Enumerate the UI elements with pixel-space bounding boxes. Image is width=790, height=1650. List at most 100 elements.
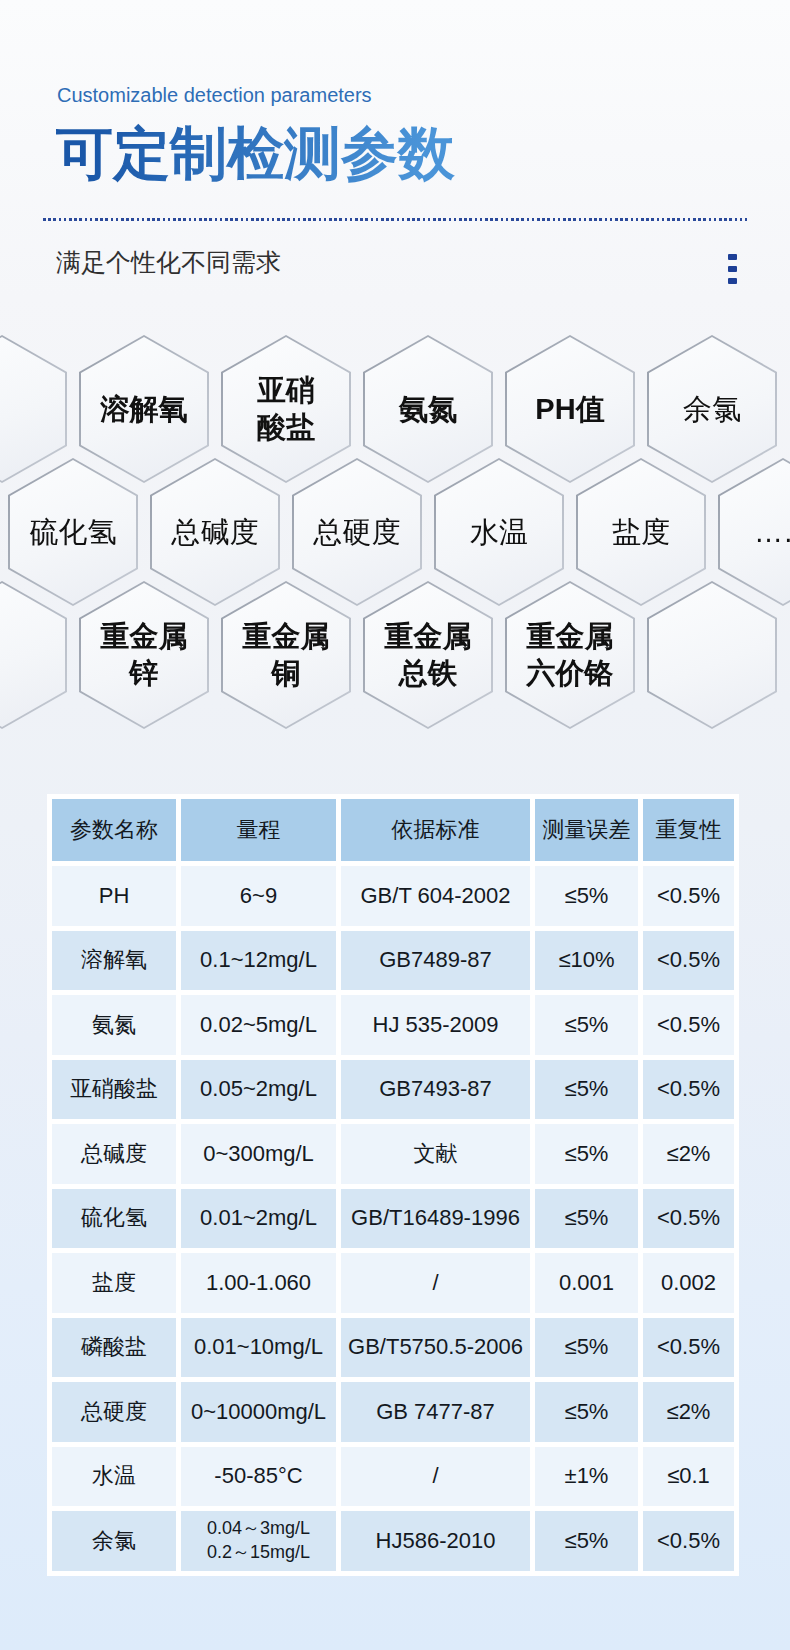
- table-row: 氨氮0.02~5mg/LHJ 535-2009≤5%<0.5%: [52, 995, 734, 1055]
- table-cell: 硫化氢: [52, 1189, 176, 1249]
- table-cell: 1.00-1.060: [181, 1253, 336, 1313]
- table-row: 余氯0.04～3mg/L 0.2～15mg/LHJ586-2010≤5%<0.5…: [52, 1511, 734, 1571]
- hexagon-face: [0, 583, 65, 727]
- table-cell: ≤5%: [535, 1382, 638, 1442]
- hexagon-……: ……: [718, 458, 790, 606]
- table-row: 硫化氢0.01~2mg/LGB/T16489-1996≤5%<0.5%: [52, 1189, 734, 1249]
- table-cell: 总碱度: [52, 1124, 176, 1184]
- hexagon-label: ……: [754, 514, 790, 551]
- table-cell: GB7489-87: [341, 931, 530, 991]
- hexagon-label: 盐度: [612, 514, 670, 551]
- column-header: 重复性: [643, 799, 734, 861]
- table-cell: 0.02~5mg/L: [181, 995, 336, 1055]
- table-cell: /: [341, 1447, 530, 1507]
- hexagon-盐度: 盐度: [576, 458, 706, 606]
- hexagon-亚硝酸盐: 亚硝 酸盐: [221, 335, 351, 483]
- hexagon-face: 亚硝 酸盐: [223, 337, 349, 481]
- table-cell: GB/T16489-1996: [341, 1189, 530, 1249]
- table-cell: ≤5%: [535, 1511, 638, 1571]
- parameters-table: 参数名称量程依据标准测量误差重复性 PH6~9GB/T 604-2002≤5%<…: [47, 794, 739, 1576]
- hexagon-face: 重金属 总铁: [365, 583, 491, 727]
- hexagon-face: 盐度: [578, 460, 704, 604]
- table-cell: 0.05~2mg/L: [181, 1060, 336, 1120]
- table-cell: <0.5%: [643, 931, 734, 991]
- table-row: 总碱度0~300mg/L文献≤5%≤2%: [52, 1124, 734, 1184]
- hexagon-溶解氧: 溶解氧: [79, 335, 209, 483]
- table-row: PH6~9GB/T 604-2002≤5%<0.5%: [52, 866, 734, 926]
- hexagon-总硬度: 总硬度: [292, 458, 422, 606]
- table-cell: <0.5%: [643, 995, 734, 1055]
- hexagon-label: 氨氮: [399, 391, 457, 428]
- table-cell: ≤2%: [643, 1124, 734, 1184]
- table-cell: ≤5%: [535, 995, 638, 1055]
- hexagon-重金属锌: 重金属 锌: [79, 581, 209, 729]
- table-cell: 0.002: [643, 1253, 734, 1313]
- hexagon-重金属总铁: 重金属 总铁: [363, 581, 493, 729]
- table-cell: 0~300mg/L: [181, 1124, 336, 1184]
- table-cell: ≤5%: [535, 1318, 638, 1378]
- hexagon-face: 水温: [436, 460, 562, 604]
- table-cell: <0.5%: [643, 866, 734, 926]
- table-cell: 0.01~10mg/L: [181, 1318, 336, 1378]
- column-header: 依据标准: [341, 799, 530, 861]
- hexagon-face: 硫化氢: [10, 460, 136, 604]
- table-header: 参数名称量程依据标准测量误差重复性: [52, 799, 734, 861]
- hexagon-label: 亚硝 酸盐: [257, 372, 315, 445]
- hexagon-余氯: 余氯: [647, 335, 777, 483]
- hexagon-grid: 溶解氧 亚硝 酸盐 氨氮 PH值 余氯硫化氢总碱度总硬度水温 盐度 …… 重金属 锌重金属 铜…: [0, 0, 790, 790]
- hexagon-label: 余氯: [683, 391, 741, 428]
- hexagon-水温: 水温: [434, 458, 564, 606]
- table-cell: <0.5%: [643, 1318, 734, 1378]
- hexagon-face: 余氯: [649, 337, 775, 481]
- table-row: 总硬度0~10000mg/LGB 7477-87≤5%≤2%: [52, 1382, 734, 1442]
- table-header-row: 参数名称量程依据标准测量误差重复性: [52, 799, 734, 861]
- table-row: 盐度1.00-1.060/0.0010.002: [52, 1253, 734, 1313]
- hexagon-重金属六价铬: 重金属 六价铬: [505, 581, 635, 729]
- column-header: 测量误差: [535, 799, 638, 861]
- table-cell: 亚硝酸盐: [52, 1060, 176, 1120]
- hexagon-重金属铜: 重金属 铜: [221, 581, 351, 729]
- table-cell: ≤5%: [535, 1124, 638, 1184]
- column-header: 参数名称: [52, 799, 176, 861]
- table-row: 磷酸盐0.01~10mg/LGB/T5750.5-2006≤5%<0.5%: [52, 1318, 734, 1378]
- hexagon-face: [0, 337, 65, 481]
- table-cell: 水温: [52, 1447, 176, 1507]
- hexagon-face: 氨氮: [365, 337, 491, 481]
- table-cell: 0.1~12mg/L: [181, 931, 336, 991]
- table-cell: 余氯: [52, 1511, 176, 1571]
- hexagon-face: 重金属 六价铬: [507, 583, 633, 727]
- table-body: PH6~9GB/T 604-2002≤5%<0.5%溶解氧0.1~12mg/LG…: [52, 866, 734, 1571]
- table-cell: <0.5%: [643, 1511, 734, 1571]
- table-cell: 盐度: [52, 1253, 176, 1313]
- table-cell: ±1%: [535, 1447, 638, 1507]
- table-cell: 总硬度: [52, 1382, 176, 1442]
- hexagon-label: 硫化氢: [30, 514, 117, 551]
- table-cell: -50-85°C: [181, 1447, 336, 1507]
- table-cell: 磷酸盐: [52, 1318, 176, 1378]
- page: { "header": { "eyebrow": "Customizable d…: [0, 0, 790, 1650]
- hexagon-label: 重金属 六价铬: [527, 618, 614, 691]
- hexagon-face: 总硬度: [294, 460, 420, 604]
- hexagon-label: PH值: [535, 391, 604, 428]
- table-cell: ≤2%: [643, 1382, 734, 1442]
- table-cell: <0.5%: [643, 1060, 734, 1120]
- table-cell: ≤0.1: [643, 1447, 734, 1507]
- hexagon-PH值: PH值: [505, 335, 635, 483]
- hexagon-label: 溶解氧: [101, 391, 188, 428]
- hexagon-face: 溶解氧: [81, 337, 207, 481]
- table-cell: GB7493-87: [341, 1060, 530, 1120]
- hexagon-label: 重金属 总铁: [385, 618, 472, 691]
- table-cell: 0~10000mg/L: [181, 1382, 336, 1442]
- table-cell: ≤5%: [535, 866, 638, 926]
- table-cell: ≤10%: [535, 931, 638, 991]
- hexagon-empty: [0, 335, 67, 483]
- table-row: 溶解氧0.1~12mg/LGB7489-87≤10%<0.5%: [52, 931, 734, 991]
- hexagon-face: PH值: [507, 337, 633, 481]
- table-cell: HJ586-2010: [341, 1511, 530, 1571]
- hexagon-label: 重金属 铜: [243, 618, 330, 691]
- hexagon-face: 重金属 锌: [81, 583, 207, 727]
- hexagon-label: 重金属 锌: [101, 618, 188, 691]
- table-cell: GB 7477-87: [341, 1382, 530, 1442]
- hexagon-face: 重金属 铜: [223, 583, 349, 727]
- hexagon-总碱度: 总碱度: [150, 458, 280, 606]
